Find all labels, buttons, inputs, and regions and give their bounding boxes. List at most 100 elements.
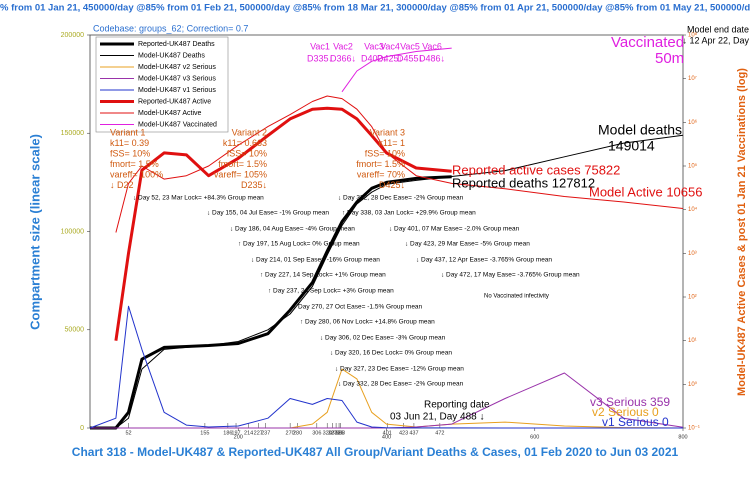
series-line — [341, 47, 452, 93]
vaccine-label: D455↓ — [397, 53, 423, 63]
end-label: 03 Jun 21, Day 488 ↓ — [390, 412, 485, 423]
x-tick-label: 400 — [382, 434, 391, 440]
variant-note: fmort= 1.5% — [110, 159, 159, 169]
top-title: % from 01 Jan 21, 450000/day @85% from 0… — [0, 3, 750, 14]
legend-label: Model-UK487 v1 Serious — [138, 87, 216, 94]
vaccine-label: D486↓ — [419, 53, 445, 63]
event-annotation: ↑ Day 227, 14 Sep Lock= +1% Group mean — [260, 272, 386, 279]
variant-note: fSS= 10% — [365, 148, 405, 158]
end-label: v3 Serious 359 — [590, 395, 670, 409]
series-line — [89, 305, 683, 429]
event-annotation: ↓ Day 52, 23 Mar Lock= +84.3% Group mean — [133, 195, 264, 202]
event-annotation: ↓ Day 472, 17 May Ease= -3.765% Group me… — [441, 272, 580, 279]
event-day-label: 280 — [293, 430, 302, 436]
x-tick-label: 800 — [678, 434, 687, 440]
y-tick-label: 0 — [80, 425, 84, 432]
x-tick-label: 600 — [530, 434, 539, 440]
y-axis-title: Compartment size (linear scale) — [27, 134, 42, 330]
event-annotation: ↓ Day 423, 29 Mar Ease= -5% Group mean — [405, 241, 530, 248]
legend-label: Model-UK487 v2 Serious — [138, 64, 216, 71]
event-annotation: ↓ Day 437, 12 Apr Ease= -3.765% Group me… — [416, 257, 552, 264]
variant-note: Variant 2 — [232, 127, 267, 137]
series-line — [114, 106, 452, 341]
vaccine-label: Vac4 — [380, 41, 400, 51]
event-annotation: ↓ Day 155, 04 Jul Ease= -1% Group mean — [207, 210, 329, 217]
variant-note: Variant 1 — [110, 127, 145, 137]
event-annotation: ↓ Day 327, 23 Dec Ease= -12% Group mean — [335, 366, 464, 373]
y-tick-label: 100000 — [61, 228, 84, 235]
y2-tick-label: 10⁰ — [688, 381, 698, 388]
legend-label: Model-UK487 v3 Serious — [138, 75, 216, 82]
legend-label: Model-UK487 Active — [138, 110, 202, 117]
event-day-label: 227 — [254, 430, 263, 436]
event-day-label: 186 — [223, 430, 232, 436]
end-label: Reporting date — [424, 400, 490, 411]
event-day-label: 336 — [334, 430, 343, 436]
legend-label: Reported-UK487 Active — [138, 98, 211, 105]
vaccine-label: Vac3 — [364, 41, 384, 51]
variant-note: vareff= 100% — [110, 169, 163, 179]
vaccine-label: Vac5 — [400, 41, 420, 51]
end-label: 50m — [655, 50, 684, 67]
event-annotation: ↓ Day 320, 16 Dec Lock= 0% Group mean — [330, 350, 452, 357]
vaccine-label: D366↓ — [330, 53, 356, 63]
event-annotation: ↑ Day 280, 06 Nov Lock= +14.8% Group mea… — [300, 319, 435, 326]
end-label: Model deaths — [598, 122, 682, 138]
vaccine-label: D335↓ — [307, 53, 333, 63]
end-label: Model Active 10656 — [589, 184, 702, 199]
variant-note: ↓ D22 — [110, 180, 134, 190]
variant-note: vareff= 70% — [357, 169, 405, 179]
event-day-label: 332 — [332, 430, 341, 436]
series-line — [115, 95, 684, 233]
event-day-label: 423 — [399, 430, 408, 436]
variant-note: D425↓ — [379, 180, 405, 190]
y2-tick-label: 10¹ — [688, 338, 697, 344]
variant-note: fSS= 10% — [110, 148, 150, 158]
event-annotation: ↓ Day 186, 04 Aug Ease= -4% Group mean — [230, 226, 355, 233]
y2-axis-title: Model-UK487 Active Cases & post 01 Jan 2… — [736, 68, 748, 396]
end-label: No Vaccinated infectivity — [484, 294, 549, 300]
end-label: Reported deaths 127812 — [452, 175, 595, 190]
event-day-label: 155 — [200, 430, 209, 436]
variant-note: fmort= 1.5% — [218, 159, 267, 169]
end-label: v2 Serious 0 — [592, 405, 659, 419]
y2-tick-label: 10⁻¹ — [688, 426, 700, 432]
y2-tick-label: 10⁴ — [688, 206, 698, 213]
event-day-label: 270 — [286, 430, 295, 436]
event-day-label: 401 — [383, 430, 392, 436]
event-day-label: 306 — [312, 430, 321, 436]
vaccine-label: Vac1 — [310, 41, 330, 51]
series-line — [90, 372, 684, 429]
event-annotation: ↓ Day 332, 28 Dec Ease= -2% Group mean — [338, 381, 464, 388]
y2-tick-label: 10⁸ — [688, 32, 698, 39]
event-annotation: ↓ Day 401, 07 Mar Ease= -2.0% Group mean — [389, 226, 520, 233]
variant-note: fSS= 10% — [227, 148, 267, 158]
end-label: v1 Serious 0 — [602, 415, 669, 429]
event-day-label: 338 — [336, 430, 345, 436]
event-annotation: ↑ Day 197, 15 Aug Lock= 0% Group mean — [238, 241, 360, 248]
variant-note: vareff= 105% — [214, 169, 267, 179]
legend-label: Model-UK487 Vaccinated — [138, 121, 217, 128]
event-day-label: 52 — [125, 430, 131, 436]
event-day-label: 437 — [409, 430, 418, 436]
y2-tick-label: 10⁷ — [688, 75, 697, 82]
end-label: ↓ 12 Apr 22, Day — [682, 35, 749, 45]
end-label: Model end date — [687, 24, 749, 34]
vaccine-label: D402↓ — [361, 53, 387, 63]
y-tick-label: 150000 — [61, 130, 84, 137]
vaccine-label: Vac6 — [422, 41, 442, 51]
legend-box — [95, 36, 229, 133]
y2-tick-label: 10⁵ — [688, 163, 698, 170]
variant-note: fmort= 1.5% — [356, 159, 405, 169]
event-day-label: 214 — [244, 430, 253, 436]
event-day-label: 327 — [328, 430, 337, 436]
x-tick-label: 200 — [234, 434, 243, 440]
end-label: Reported active cases 75822 — [452, 162, 620, 177]
event-annotation: ↓ Day 270, 27 Oct Ease= -1.5% Group mean — [293, 304, 423, 311]
event-annotation: ↓ Day 306, 02 Dec Ease= -3% Group mean — [320, 335, 446, 342]
y2-tick-label: 10² — [688, 295, 697, 301]
event-day-label: 197 — [231, 430, 240, 436]
series-line — [90, 134, 684, 429]
event-annotation: ↑ Day 338, 03 Jan Lock= +29.9% Group mea… — [342, 210, 476, 217]
